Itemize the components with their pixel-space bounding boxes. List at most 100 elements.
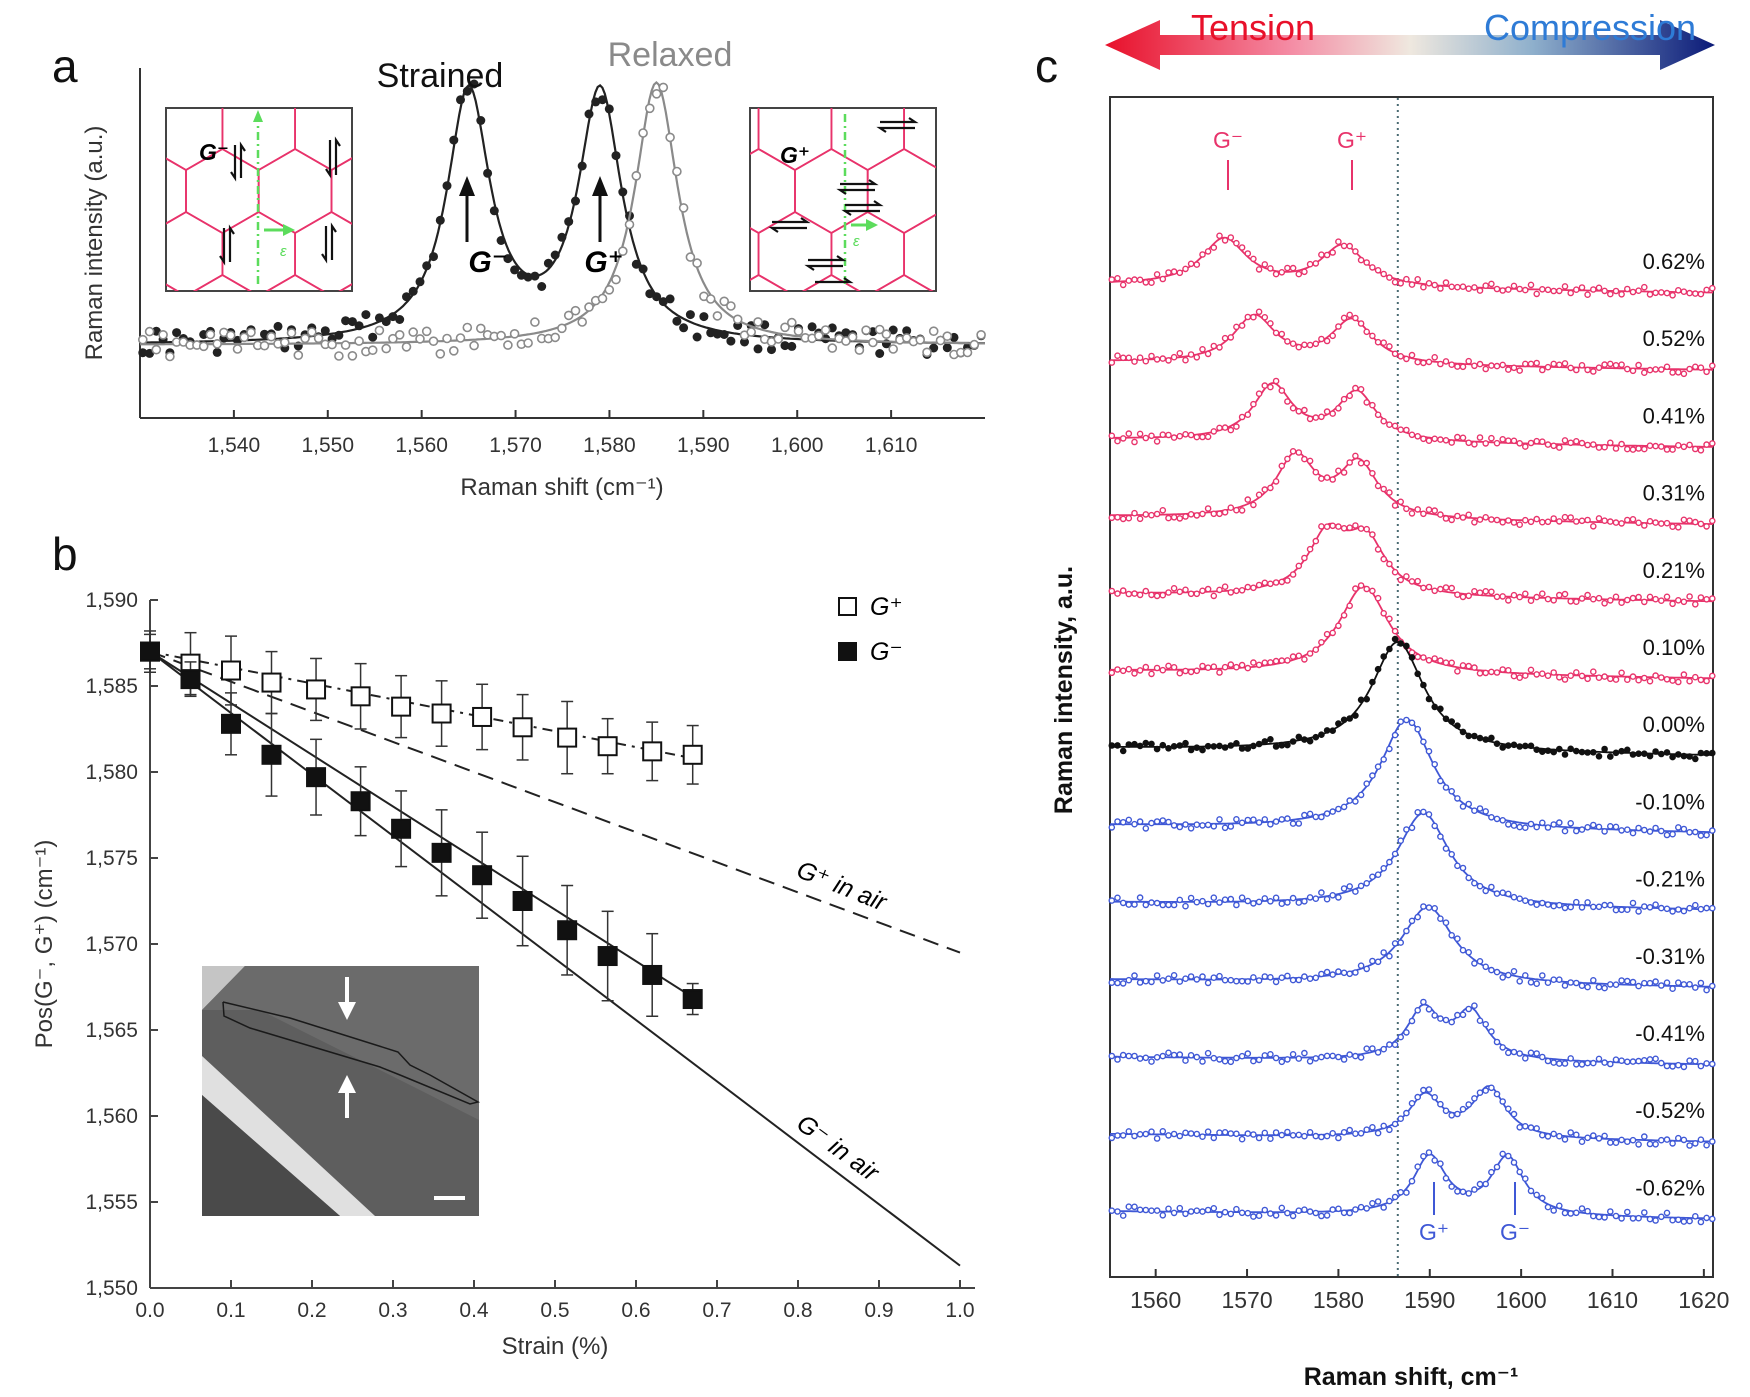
spectrum-point [1301, 341, 1308, 349]
data-point-relaxed [469, 340, 479, 351]
spectrum-point [1210, 428, 1218, 435]
spectrum-point [1703, 1141, 1710, 1149]
spectrum-point [1369, 264, 1376, 271]
spectrum-point [1244, 250, 1252, 257]
fit-line [149, 650, 694, 999]
spectrum-point [1176, 349, 1184, 357]
spectrum-point [1380, 485, 1387, 493]
spectrum-point [1641, 445, 1648, 453]
spectrum-point [1114, 818, 1121, 825]
spectrum-point [1408, 351, 1416, 359]
spectrum-point [1476, 670, 1484, 677]
spectrum-point [1590, 1059, 1597, 1067]
data-point-g-plus [472, 706, 493, 727]
spectrum-point [1295, 1131, 1303, 1139]
spectrum-point [1346, 311, 1353, 319]
spectrum-point [1510, 968, 1518, 975]
spectrum-point [1516, 674, 1523, 682]
spectrum-point [1403, 573, 1410, 580]
data-point-strained [665, 294, 675, 304]
spectrum-point [1335, 1053, 1342, 1061]
spectrum-point [1159, 666, 1167, 674]
spectrum-point [1692, 601, 1699, 608]
data-point-g-minus [306, 767, 327, 788]
spectrum-point [1125, 976, 1133, 984]
x-tick-label: 0.6 [621, 1299, 650, 1322]
data-point-relaxed [455, 333, 466, 343]
spectrum-point [1635, 361, 1642, 369]
spectrum-point [1119, 1132, 1127, 1139]
x-tick-label: 1,600 [771, 434, 824, 457]
spectrum-point [1403, 1029, 1410, 1036]
spectrum-point [1686, 904, 1693, 912]
spectrum-point [1680, 1063, 1688, 1071]
spectrum-point [1431, 587, 1438, 595]
spectrum-point [1584, 1207, 1591, 1215]
data-point-relaxed [685, 252, 696, 262]
spectrum-point [1340, 969, 1348, 977]
spectrum-point [1153, 745, 1161, 753]
spectrum-point [1556, 901, 1563, 909]
spectrum-point [1414, 577, 1421, 585]
spectrum-point [1522, 824, 1529, 832]
spectrum-point [1533, 901, 1540, 909]
spectrum-point [1238, 322, 1246, 329]
epsilon-symbol: ε [280, 243, 287, 260]
spectrum-point [1635, 1057, 1642, 1065]
spectrum-point [1618, 977, 1625, 984]
spectrum-point [1340, 885, 1348, 892]
data-point-strained [591, 97, 601, 107]
spectrum-point [1295, 899, 1303, 906]
spectrum-point [1590, 668, 1597, 676]
spectrum-point [1652, 1217, 1659, 1224]
spectrum-point [1165, 818, 1172, 826]
spectrum-curve [1109, 1153, 1714, 1220]
spectrum-point [1125, 741, 1133, 748]
spectrum-point [1312, 537, 1320, 545]
spectrum-point [1278, 742, 1286, 749]
spectrum-point [1114, 437, 1121, 445]
spectrum-point [1425, 657, 1433, 664]
spectrum-point [1476, 434, 1484, 441]
spectrum-point [1335, 968, 1342, 975]
data-point-relaxed [557, 323, 567, 334]
spectrum-point [1618, 669, 1625, 677]
spectrum-point [1669, 446, 1676, 453]
data-point-strained [611, 151, 621, 161]
spectrum-point [1250, 313, 1257, 321]
spectrum-point [1204, 248, 1212, 255]
spectrum-point [1233, 901, 1240, 909]
spectrum-point [1187, 894, 1195, 902]
spectrum-point [1454, 512, 1461, 520]
data-point-relaxed [827, 343, 838, 353]
spectrum-point [1153, 1135, 1161, 1142]
spectrum-point [1114, 274, 1121, 282]
spectrum-point [1204, 350, 1212, 358]
spectrum-point [1697, 676, 1705, 684]
spectrum-point [1646, 677, 1654, 685]
spectrum-point [1680, 825, 1688, 833]
legend-marker-open-square [838, 597, 857, 616]
spectrum-point [1238, 1135, 1246, 1143]
data-point-strained [652, 292, 662, 302]
spectrum-point [1618, 906, 1625, 914]
spectrum-point [1454, 1188, 1461, 1195]
spectrum-point [1221, 663, 1229, 671]
spectrum-point [1601, 1214, 1608, 1221]
spectrum-point [1391, 850, 1399, 858]
spectrum-point [1493, 968, 1501, 976]
displacement-arrows-icon [768, 117, 919, 284]
spectrum-point [1493, 1038, 1501, 1046]
spectrum-point [1425, 279, 1433, 287]
spectrum-point [1369, 873, 1376, 881]
spectrum-point [1414, 358, 1421, 366]
spectrum-point [1584, 675, 1591, 683]
spectrum-point [1510, 364, 1518, 372]
data-point-relaxed [246, 327, 256, 338]
spectrum-point [1408, 1017, 1416, 1025]
spectrum-point [1635, 593, 1642, 601]
spectrum-point [1584, 983, 1591, 991]
spectrum-point [1335, 805, 1342, 813]
spectrum-point [1533, 593, 1540, 601]
spectrum-point [1301, 973, 1308, 980]
